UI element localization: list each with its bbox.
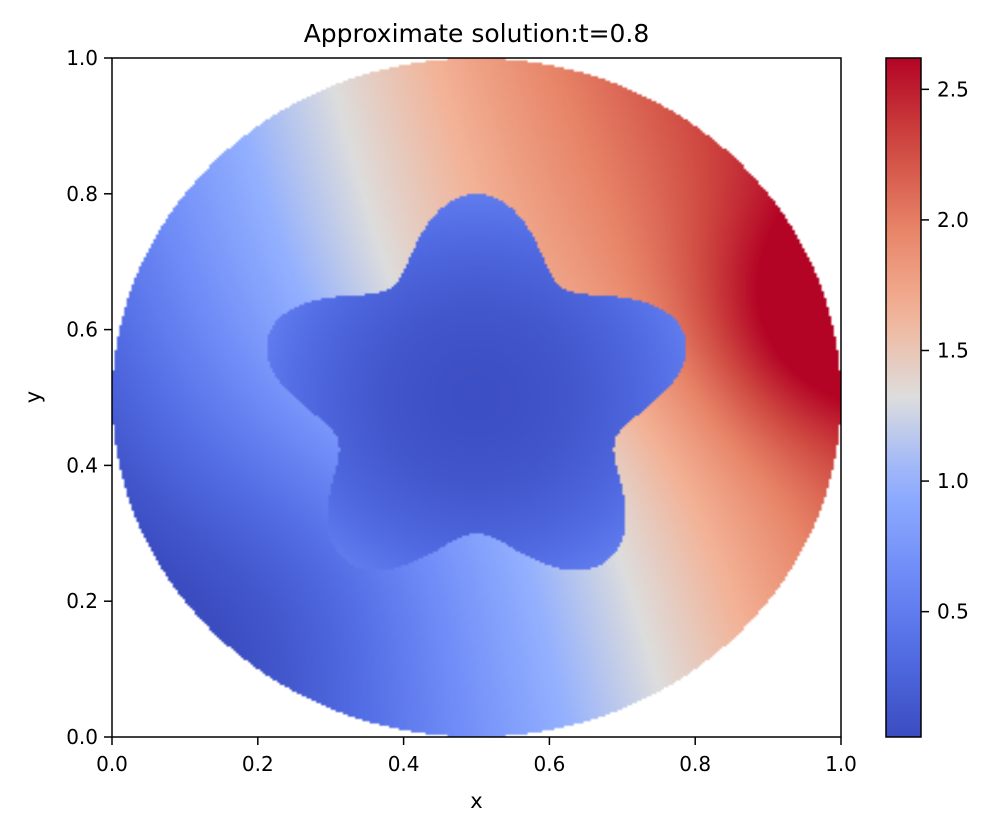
colorbar-ticks: 0.5 1.0 1.5 2.0 2.5: [921, 77, 969, 624]
y-tick-label: 0.0: [66, 725, 98, 749]
y-tick-label: 1.0: [66, 46, 98, 70]
x-tick-label: 1.0: [825, 752, 857, 776]
y-tick-label: 0.4: [66, 453, 98, 477]
colorbar-tick-label: 0.5: [937, 600, 969, 624]
x-tick-label: 0.2: [242, 752, 274, 776]
colorbar-frame: [885, 57, 922, 738]
plot-area-frame: [111, 57, 842, 738]
y-tick-label: 0.6: [66, 318, 98, 342]
colorbar-gradient: [886, 58, 921, 737]
y-axis-ticks: 0.0 0.2 0.4 0.6 0.8 1.0: [66, 46, 112, 749]
colorbar-tick-label: 2.5: [937, 77, 969, 101]
x-tick-label: 0.6: [533, 752, 565, 776]
x-axis-ticks: 0.0 0.2 0.4 0.6 0.8 1.0: [96, 737, 857, 776]
x-tick-label: 0.0: [96, 752, 128, 776]
colorbar-tick-label: 2.0: [937, 208, 969, 232]
y-axis-label: y: [21, 391, 45, 403]
solution-field: [112, 58, 841, 737]
y-tick-label: 0.8: [66, 182, 98, 206]
colorbar-tick-label: 1.0: [937, 469, 969, 493]
x-axis-label: x: [470, 789, 482, 813]
x-tick-label: 0.8: [679, 752, 711, 776]
chart-title: Approximate solution:t=0.8: [304, 19, 650, 48]
y-tick-label: 0.2: [66, 589, 98, 613]
solution-field-image: [112, 58, 841, 737]
x-tick-label: 0.4: [388, 752, 420, 776]
colorbar-tick-label: 1.5: [937, 338, 969, 362]
